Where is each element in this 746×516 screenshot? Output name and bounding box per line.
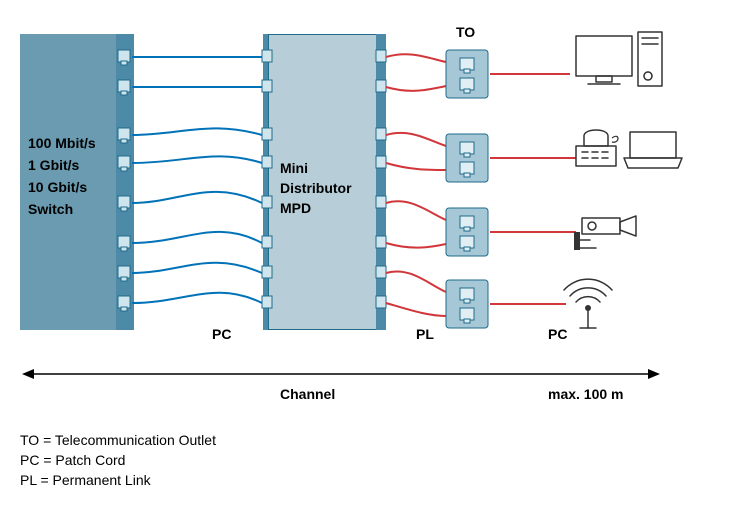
- cables-svg: [0, 0, 746, 516]
- diagram-canvas: 100 Mbit/s 1 Gbit/s 10 Gbit/s Switch Min…: [0, 0, 746, 516]
